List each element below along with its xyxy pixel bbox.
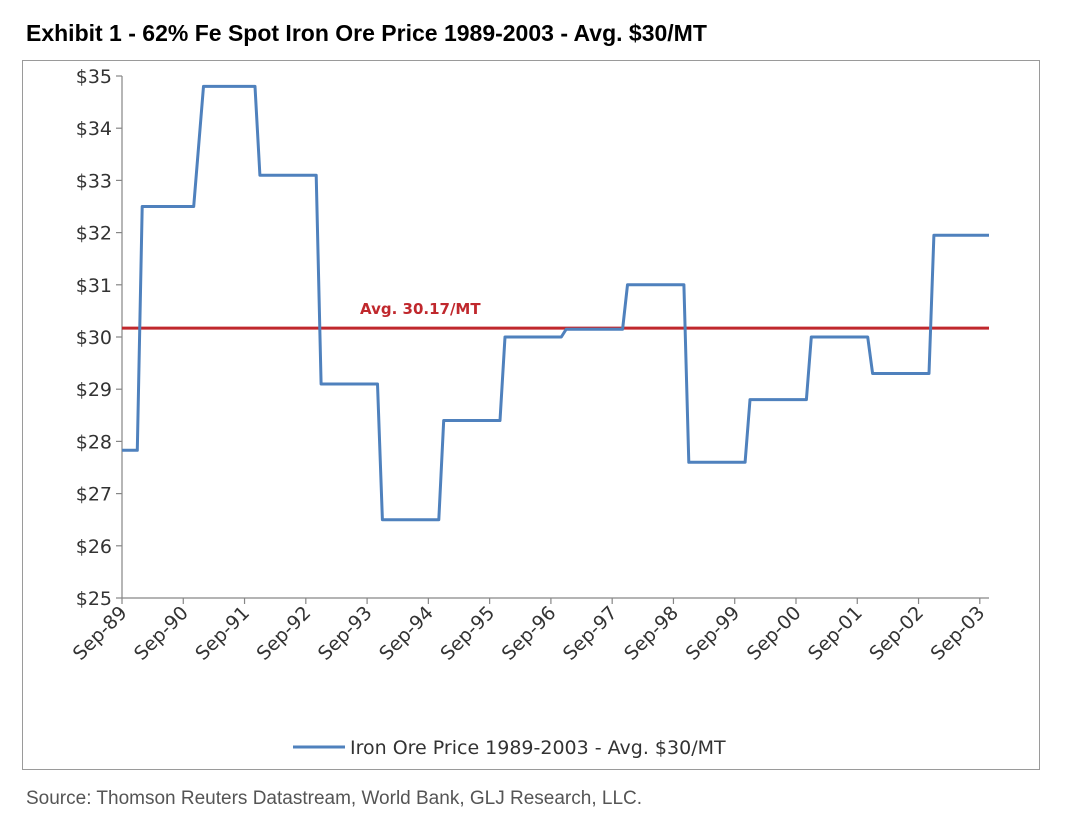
x-tick-label: Sep-99: [681, 602, 744, 665]
x-tick-label: Sep-02: [865, 602, 928, 665]
source-note: Source: Thomson Reuters Datastream, Worl…: [26, 788, 643, 809]
series-group: [122, 84, 989, 522]
x-tick-label: Sep-92: [253, 602, 316, 665]
y-tick-label: $25: [76, 588, 112, 610]
y-tick-label: $34: [76, 118, 112, 140]
chart-title: Exhibit 1 - 62% Fe Spot Iron Ore Price 1…: [26, 20, 707, 46]
x-tick-label: Sep-03: [927, 602, 990, 665]
x-axis: Sep-89Sep-90Sep-91Sep-92Sep-93Sep-94Sep-…: [69, 597, 990, 665]
y-tick-label: $30: [76, 327, 112, 349]
chart-frame: $25 $26 $27 $28 $29 $30 $31 $32 $33 $34 $35 Sep-89…: [22, 60, 1040, 770]
x-tick-label: Sep-91: [191, 602, 254, 665]
y-tick-label: $32: [76, 223, 112, 245]
x-tick-label: Sep-90: [130, 602, 193, 665]
x-tick-label: Sep-00: [743, 602, 806, 665]
y-tick-label: $33: [76, 170, 112, 192]
y-tick-label: $27: [76, 484, 112, 506]
y-tick-label: $29: [76, 379, 112, 401]
average-reference: Avg. 30.17/MT: [122, 300, 989, 330]
x-tick-label: Sep-01: [804, 602, 867, 665]
x-tick-label: Sep-89: [69, 602, 132, 665]
x-tick-label: Sep-93: [314, 602, 377, 665]
y-tick-label: $31: [76, 275, 112, 297]
average-label: Avg. 30.17/MT: [360, 300, 481, 318]
x-tick-label: Sep-94: [375, 602, 438, 665]
y-tick-label: $26: [76, 536, 112, 558]
y-tick-label: $35: [76, 66, 112, 88]
series-line: [122, 84, 989, 522]
x-tick-label: Sep-97: [559, 602, 622, 665]
x-tick-label: Sep-95: [436, 602, 499, 665]
x-tick-label: Sep-96: [498, 602, 561, 665]
x-tick-label: Sep-98: [620, 602, 683, 665]
legend-label: Iron Ore Price 1989-2003 - Avg. $30/MT: [350, 737, 726, 759]
line-chart: $25 $26 $27 $28 $29 $30 $31 $32 $33 $34 $35 Sep-89…: [69, 66, 990, 759]
legend: Iron Ore Price 1989-2003 - Avg. $30/MT: [293, 737, 726, 759]
y-tick-label: $28: [76, 431, 112, 453]
y-axis: $25 $26 $27 $28 $29 $30 $31 $32 $33 $34 $35: [76, 66, 123, 610]
